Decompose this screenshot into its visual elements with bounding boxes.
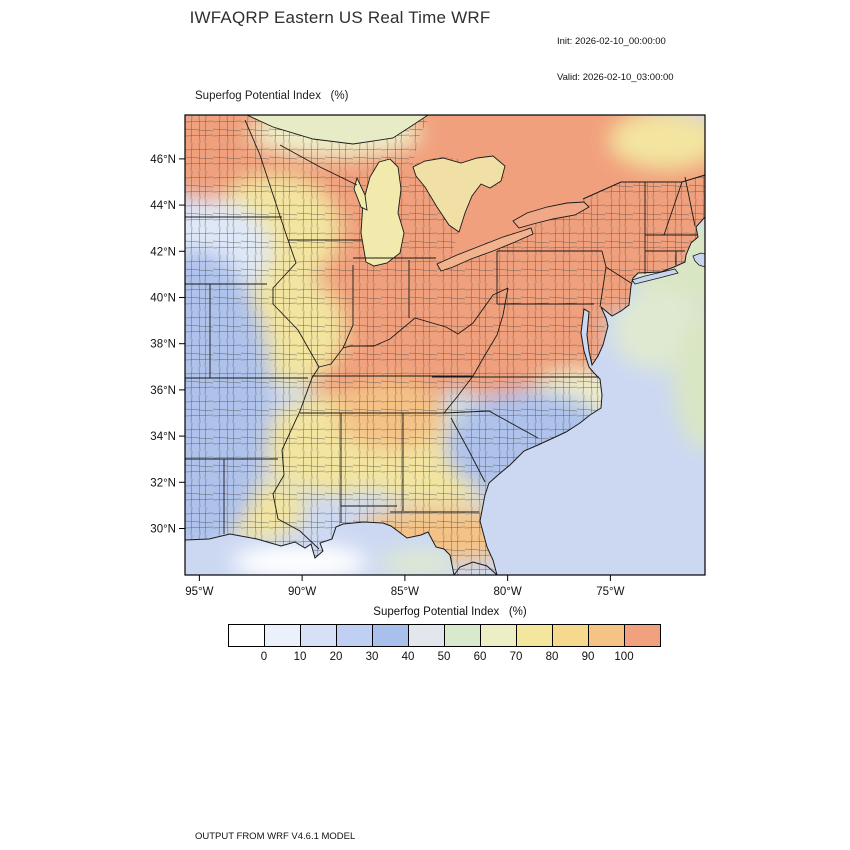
- colorbar-boxes: [228, 624, 672, 647]
- colorbar-box: [480, 624, 517, 647]
- cape-cod: [692, 252, 705, 268]
- lake-ontario: [512, 201, 590, 229]
- colorbar-tick-label: 100: [614, 651, 634, 663]
- colorbar-tick-label: 40: [401, 651, 415, 663]
- valid-time-label: Valid: 2026-02-10_03:00:00: [557, 72, 674, 83]
- axis-layer: 46°N 44°N 42°N 40°N 38°N 36°N 34°N 32°N 30°N 95°W…: [150, 154, 624, 598]
- lat-tick-label: 30°N: [150, 523, 176, 535]
- colorbar-box: [588, 624, 625, 647]
- lon-tick-label: 90°W: [288, 586, 316, 598]
- colorbar-tick-label: 20: [329, 651, 343, 663]
- footer-line1: OUTPUT FROM WRF V4.6.1 MODEL: [195, 831, 356, 842]
- map-canvas: [185, 115, 705, 575]
- panel-title: Superfog Potential Index (%): [195, 90, 349, 102]
- colorbar-tick-label: 50: [437, 651, 451, 663]
- lat-tick-label: 38°N: [150, 339, 176, 351]
- colorbar-box: [552, 624, 589, 647]
- colorbar-title: Superfog Potential Index (%): [373, 606, 527, 618]
- colorbar-box: [336, 624, 373, 647]
- lake-superior: [246, 115, 429, 145]
- colorbar-tick-label: 10: [293, 651, 307, 663]
- colorbar-tick-label: 80: [545, 651, 559, 663]
- long-island: [631, 268, 679, 285]
- colorbar-box: [300, 624, 337, 647]
- colorbar-box: [228, 624, 265, 647]
- superfog-map-figure: 46°N 44°N 42°N 40°N 38°N 36°N 34°N 32°N 30°N 95°W…: [150, 114, 706, 598]
- colorbar-box: [624, 624, 661, 647]
- lat-tick-label: 34°N: [150, 431, 176, 443]
- lat-tick-label: 44°N: [150, 200, 176, 212]
- footer-model-info: OUTPUT FROM WRF V4.6.1 MODEL WE = 310 ; …: [195, 806, 569, 850]
- colorbar-box: [444, 624, 481, 647]
- colorbar-box: [264, 624, 301, 647]
- page-title: IWFAQRP Eastern US Real Time WRF: [189, 8, 491, 27]
- colorbar-tick-label: 90: [581, 651, 595, 663]
- coastlines: [185, 216, 705, 575]
- lon-tick-label: 85°W: [391, 586, 419, 598]
- lake-erie: [436, 227, 534, 272]
- init-time-label: Init: 2026-02-10_00:00:00: [557, 36, 666, 47]
- lat-tick-label: 36°N: [150, 385, 176, 397]
- colorbar: Superfog Potential Index (%) 0 10 20 30 40 50…: [228, 606, 672, 665]
- colorbar-box: [408, 624, 445, 647]
- great-lakes: [246, 115, 590, 272]
- lon-tick-label: 80°W: [494, 586, 522, 598]
- colorbar-box: [372, 624, 409, 647]
- colorbar-box: [516, 624, 553, 647]
- colorbar-tick-label: 0: [260, 651, 268, 663]
- run-time-block: Init: 2026-02-10_00:00:00 Valid: 2026-02…: [557, 12, 674, 108]
- colorbar-ticks: 0 10 20 30 40 50 60 70 80 90 100: [228, 647, 672, 665]
- lon-tick-label: 75°W: [596, 586, 624, 598]
- colorbar-tick-label: 60: [473, 651, 487, 663]
- lat-tick-label: 46°N: [150, 154, 176, 166]
- lat-tick-label: 40°N: [150, 292, 176, 304]
- colorbar-tick-label: 30: [365, 651, 379, 663]
- colorbar-tick-label: 70: [509, 651, 523, 663]
- lat-tick-label: 32°N: [150, 477, 176, 489]
- map-frame: [184, 114, 706, 576]
- green-bay: [353, 176, 368, 211]
- lon-tick-label: 95°W: [185, 586, 213, 598]
- lake-huron: [412, 155, 506, 233]
- state-borders: [185, 119, 705, 550]
- lat-tick-label: 42°N: [150, 246, 176, 258]
